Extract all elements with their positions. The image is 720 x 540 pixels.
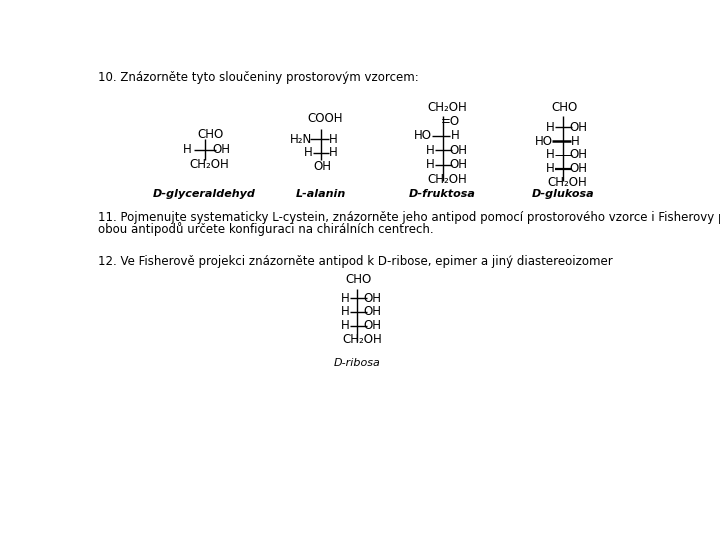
Text: D-ribosa: D-ribosa xyxy=(334,358,381,368)
Text: H: H xyxy=(341,292,349,305)
Text: H: H xyxy=(571,134,580,147)
Text: H: H xyxy=(426,158,435,171)
Text: 10. Znázorněte tyto sloučeniny prostorovým vzorcem:: 10. Znázorněte tyto sloučeniny prostorov… xyxy=(98,71,418,84)
Text: CH₂OH: CH₂OH xyxy=(428,100,467,113)
Text: H₂N: H₂N xyxy=(289,133,312,146)
Text: D-glukosa: D-glukosa xyxy=(531,189,594,199)
Text: OH: OH xyxy=(449,144,467,157)
Text: H: H xyxy=(546,120,554,134)
Text: H: H xyxy=(426,144,435,157)
Text: CH₂OH: CH₂OH xyxy=(342,333,382,346)
Text: L-alanin: L-alanin xyxy=(296,189,346,199)
Text: OH: OH xyxy=(570,148,588,161)
Text: OH: OH xyxy=(570,120,588,134)
Text: =O: =O xyxy=(441,114,460,127)
Text: H: H xyxy=(329,133,338,146)
Text: obou antipodů určete konfiguraci na chirálních centrech.: obou antipodů určete konfiguraci na chir… xyxy=(98,222,433,236)
Text: H: H xyxy=(546,162,554,176)
Text: H: H xyxy=(341,319,349,332)
Text: H: H xyxy=(304,146,313,159)
Text: OH: OH xyxy=(364,292,382,305)
Text: CHO: CHO xyxy=(346,273,372,286)
Text: CHO: CHO xyxy=(198,127,224,140)
Text: OH: OH xyxy=(449,158,467,171)
Text: CH₂OH: CH₂OH xyxy=(547,176,588,189)
Text: D-fruktosa: D-fruktosa xyxy=(409,189,476,199)
Text: OH: OH xyxy=(212,143,230,156)
Text: H: H xyxy=(184,143,192,156)
Text: HO: HO xyxy=(535,134,553,147)
Text: COOH: COOH xyxy=(308,112,343,125)
Text: H: H xyxy=(546,148,554,161)
Text: 12. Ve Fisherově projekci znázorněte antipod k D-ribose, epimer a jiný diastereo: 12. Ve Fisherově projekci znázorněte ant… xyxy=(98,255,613,268)
Text: OH: OH xyxy=(313,160,331,173)
Text: D-glyceraldehyd: D-glyceraldehyd xyxy=(153,189,256,199)
Text: OH: OH xyxy=(364,306,382,319)
Text: CHO: CHO xyxy=(552,100,577,113)
Text: H: H xyxy=(341,306,349,319)
Text: OH: OH xyxy=(570,162,588,176)
Text: OH: OH xyxy=(364,319,382,332)
Text: H: H xyxy=(329,146,338,159)
Text: HO: HO xyxy=(413,129,431,142)
Text: CH₂OH: CH₂OH xyxy=(189,158,229,171)
Text: 11. Pojmenujte systematicky L-cystein, znázorněte jeho antipod pomocí prostorové: 11. Pojmenujte systematicky L-cystein, z… xyxy=(98,211,720,224)
Text: CH₂OH: CH₂OH xyxy=(428,173,467,186)
Text: H: H xyxy=(451,129,459,142)
